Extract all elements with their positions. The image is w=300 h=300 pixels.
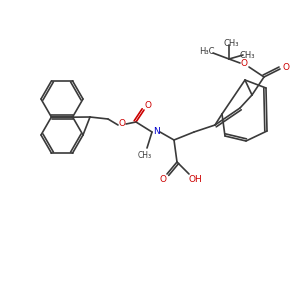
Text: O: O (283, 62, 290, 71)
Text: O: O (118, 119, 125, 128)
Text: O: O (160, 176, 167, 184)
Text: O: O (145, 100, 152, 109)
Text: N: N (153, 128, 159, 136)
Text: CH₃: CH₃ (138, 151, 152, 160)
Text: H₃C: H₃C (200, 46, 215, 56)
Text: CH₃: CH₃ (239, 50, 255, 59)
Text: CH₃: CH₃ (223, 38, 239, 47)
Text: OH: OH (188, 175, 202, 184)
Text: O: O (241, 58, 248, 68)
